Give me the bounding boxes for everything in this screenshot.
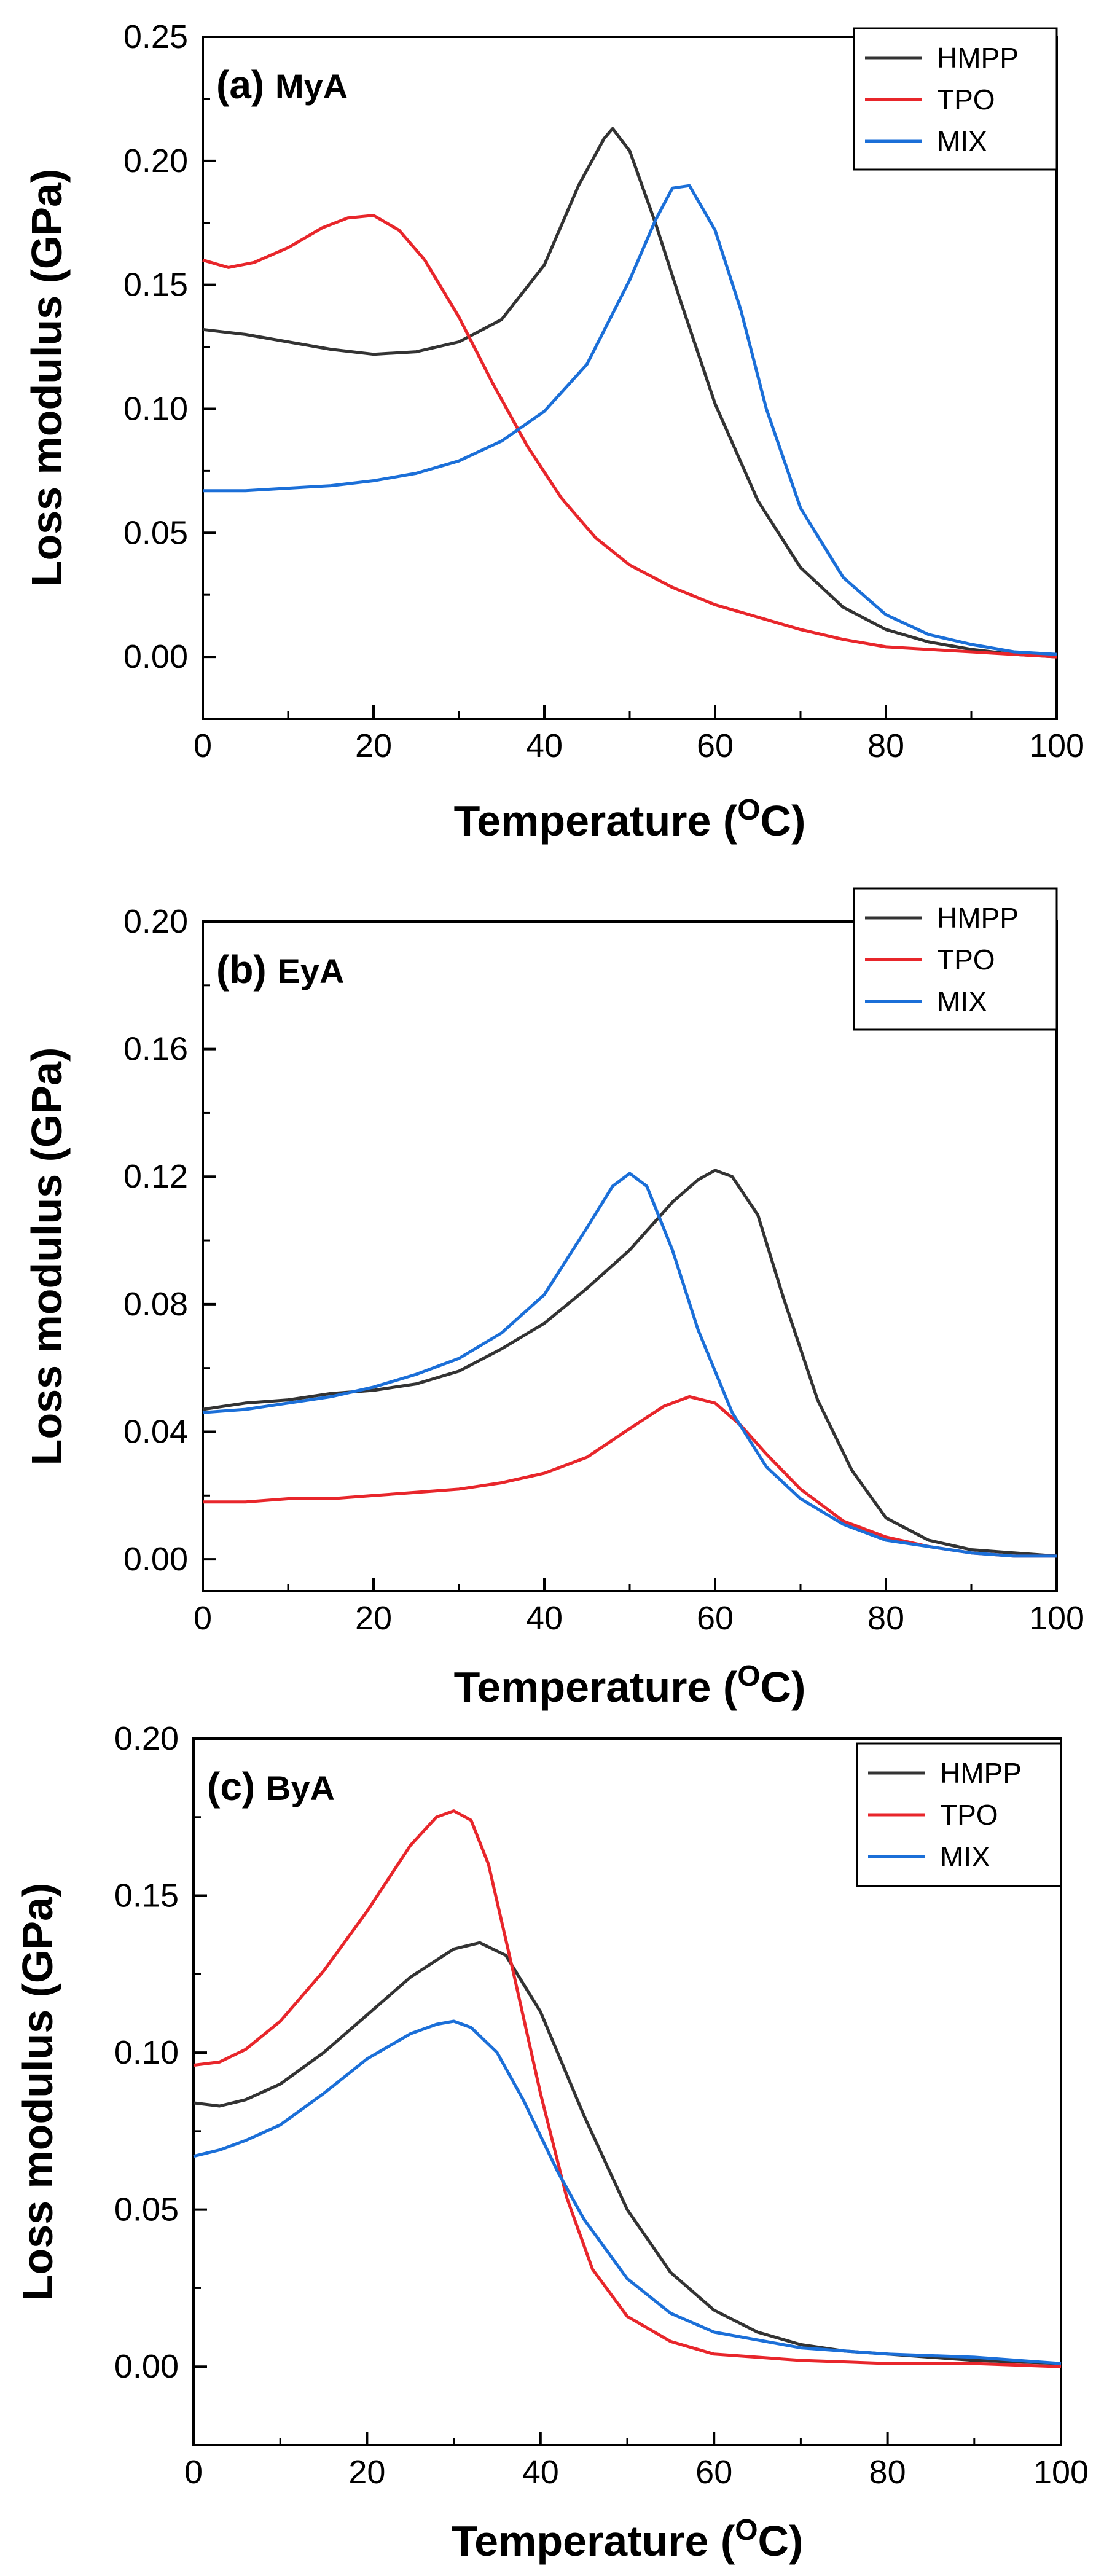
x-tick-label: 80	[867, 727, 904, 764]
legend-label-mix: MIX	[940, 1841, 990, 1873]
x-tick-label: 60	[697, 1600, 734, 1637]
y-tick-label: 0.08	[123, 1286, 188, 1323]
y-tick-label: 0.15	[114, 1877, 179, 1914]
y-tick-label: 0.10	[123, 390, 188, 427]
series-line-tpo	[202, 214, 1057, 659]
x-tick-label: 100	[1033, 2454, 1089, 2491]
series-line-mix	[193, 2019, 1062, 2365]
x-axis-title: Temperature (OC)	[454, 1660, 806, 1711]
x-tick-label: 20	[355, 727, 392, 764]
x-tick-label: 100	[1029, 1600, 1084, 1637]
legend-label-hmpp: HMPP	[937, 42, 1019, 74]
x-tick-label: 40	[522, 2454, 559, 2491]
y-tick-label: 0.12	[123, 1158, 188, 1195]
legend-label-mix: MIX	[937, 985, 987, 1017]
x-tick-label: 80	[869, 2454, 906, 2491]
chart-panel-eya: 0 20 40 60 80 100 0.00 0.04 0.08 0.12 0.16 0.20 Temp…	[23, 887, 1084, 1711]
y-tick-label: 0.25	[123, 18, 188, 55]
x-tick-label: 20	[355, 1600, 392, 1637]
panel-label: (b) EyA	[216, 947, 344, 992]
y-tick-label: 0.00	[123, 638, 188, 675]
y-axis-title: Loss modulus (GPa)	[23, 1047, 71, 1466]
x-tick-label: 100	[1029, 727, 1084, 764]
y-tick-label: 0.20	[123, 143, 188, 179]
legend-label-hmpp: HMPP	[940, 1757, 1022, 1789]
legend: HMPP TPO MIX	[853, 887, 1058, 1031]
series-line-tpo	[203, 1395, 1057, 1558]
legend: HMPP TPO MIX	[856, 1742, 1062, 1887]
series-line-mix	[202, 1172, 1057, 1558]
x-axis-title: Temperature (OC)	[454, 794, 806, 845]
series-line-tpo	[193, 1809, 1062, 2368]
y-tick-label: 0.00	[123, 1541, 188, 1578]
x-tick-label: 0	[184, 2454, 203, 2491]
y-tick-label: 0.10	[114, 2034, 179, 2071]
series-line-hmpp	[202, 1169, 1057, 1558]
y-tick-label: 0.20	[123, 903, 188, 940]
chart-panel-mya: 0 20 40 60 80 100 0.00 0.05 0.10 0.15 0.20 0.25 Temp…	[23, 18, 1084, 845]
y-tick-label: 0.00	[114, 2348, 179, 2385]
y-tick-label: 0.04	[123, 1413, 188, 1450]
x-tick-label: 0	[194, 727, 212, 764]
panel-label: (a) MyA	[216, 63, 348, 107]
y-tick-label: 0.16	[123, 1031, 188, 1068]
x-axis-title: Temperature (OC)	[452, 2514, 804, 2565]
y-axis-title: Loss modulus (GPa)	[14, 1883, 61, 2301]
legend-label-hmpp: HMPP	[937, 902, 1019, 934]
legend-label-tpo: TPO	[940, 1799, 998, 1831]
y-tick-label: 0.05	[123, 514, 188, 551]
y-axis-title: Loss modulus (GPa)	[23, 169, 71, 587]
x-tick-label: 80	[867, 1600, 904, 1637]
y-tick-label: 0.20	[114, 1720, 179, 1757]
y-tick-label: 0.05	[114, 2191, 179, 2228]
chart-panel-bya: 0 20 40 60 80 100 0.00 0.05 0.10 0.15 0.20 Temperat…	[14, 1720, 1089, 2565]
legend-label-tpo: TPO	[937, 944, 995, 976]
series-line-hmpp	[202, 127, 1057, 659]
legend-label-tpo: TPO	[937, 84, 995, 115]
x-tick-label: 40	[526, 727, 563, 764]
y-tick-label: 0.15	[123, 267, 188, 303]
series-line-hmpp	[193, 1941, 1062, 2365]
x-tick-label: 20	[348, 2454, 385, 2491]
legend: HMPP TPO MIX	[853, 27, 1058, 171]
panel-label: (c) ByA	[207, 1764, 335, 1809]
x-tick-label: 60	[695, 2454, 732, 2491]
x-tick-label: 60	[697, 727, 734, 764]
series-line-mix	[203, 184, 1057, 656]
x-tick-label: 0	[194, 1600, 212, 1637]
legend-label-mix: MIX	[937, 125, 987, 157]
x-tick-label: 40	[526, 1600, 563, 1637]
